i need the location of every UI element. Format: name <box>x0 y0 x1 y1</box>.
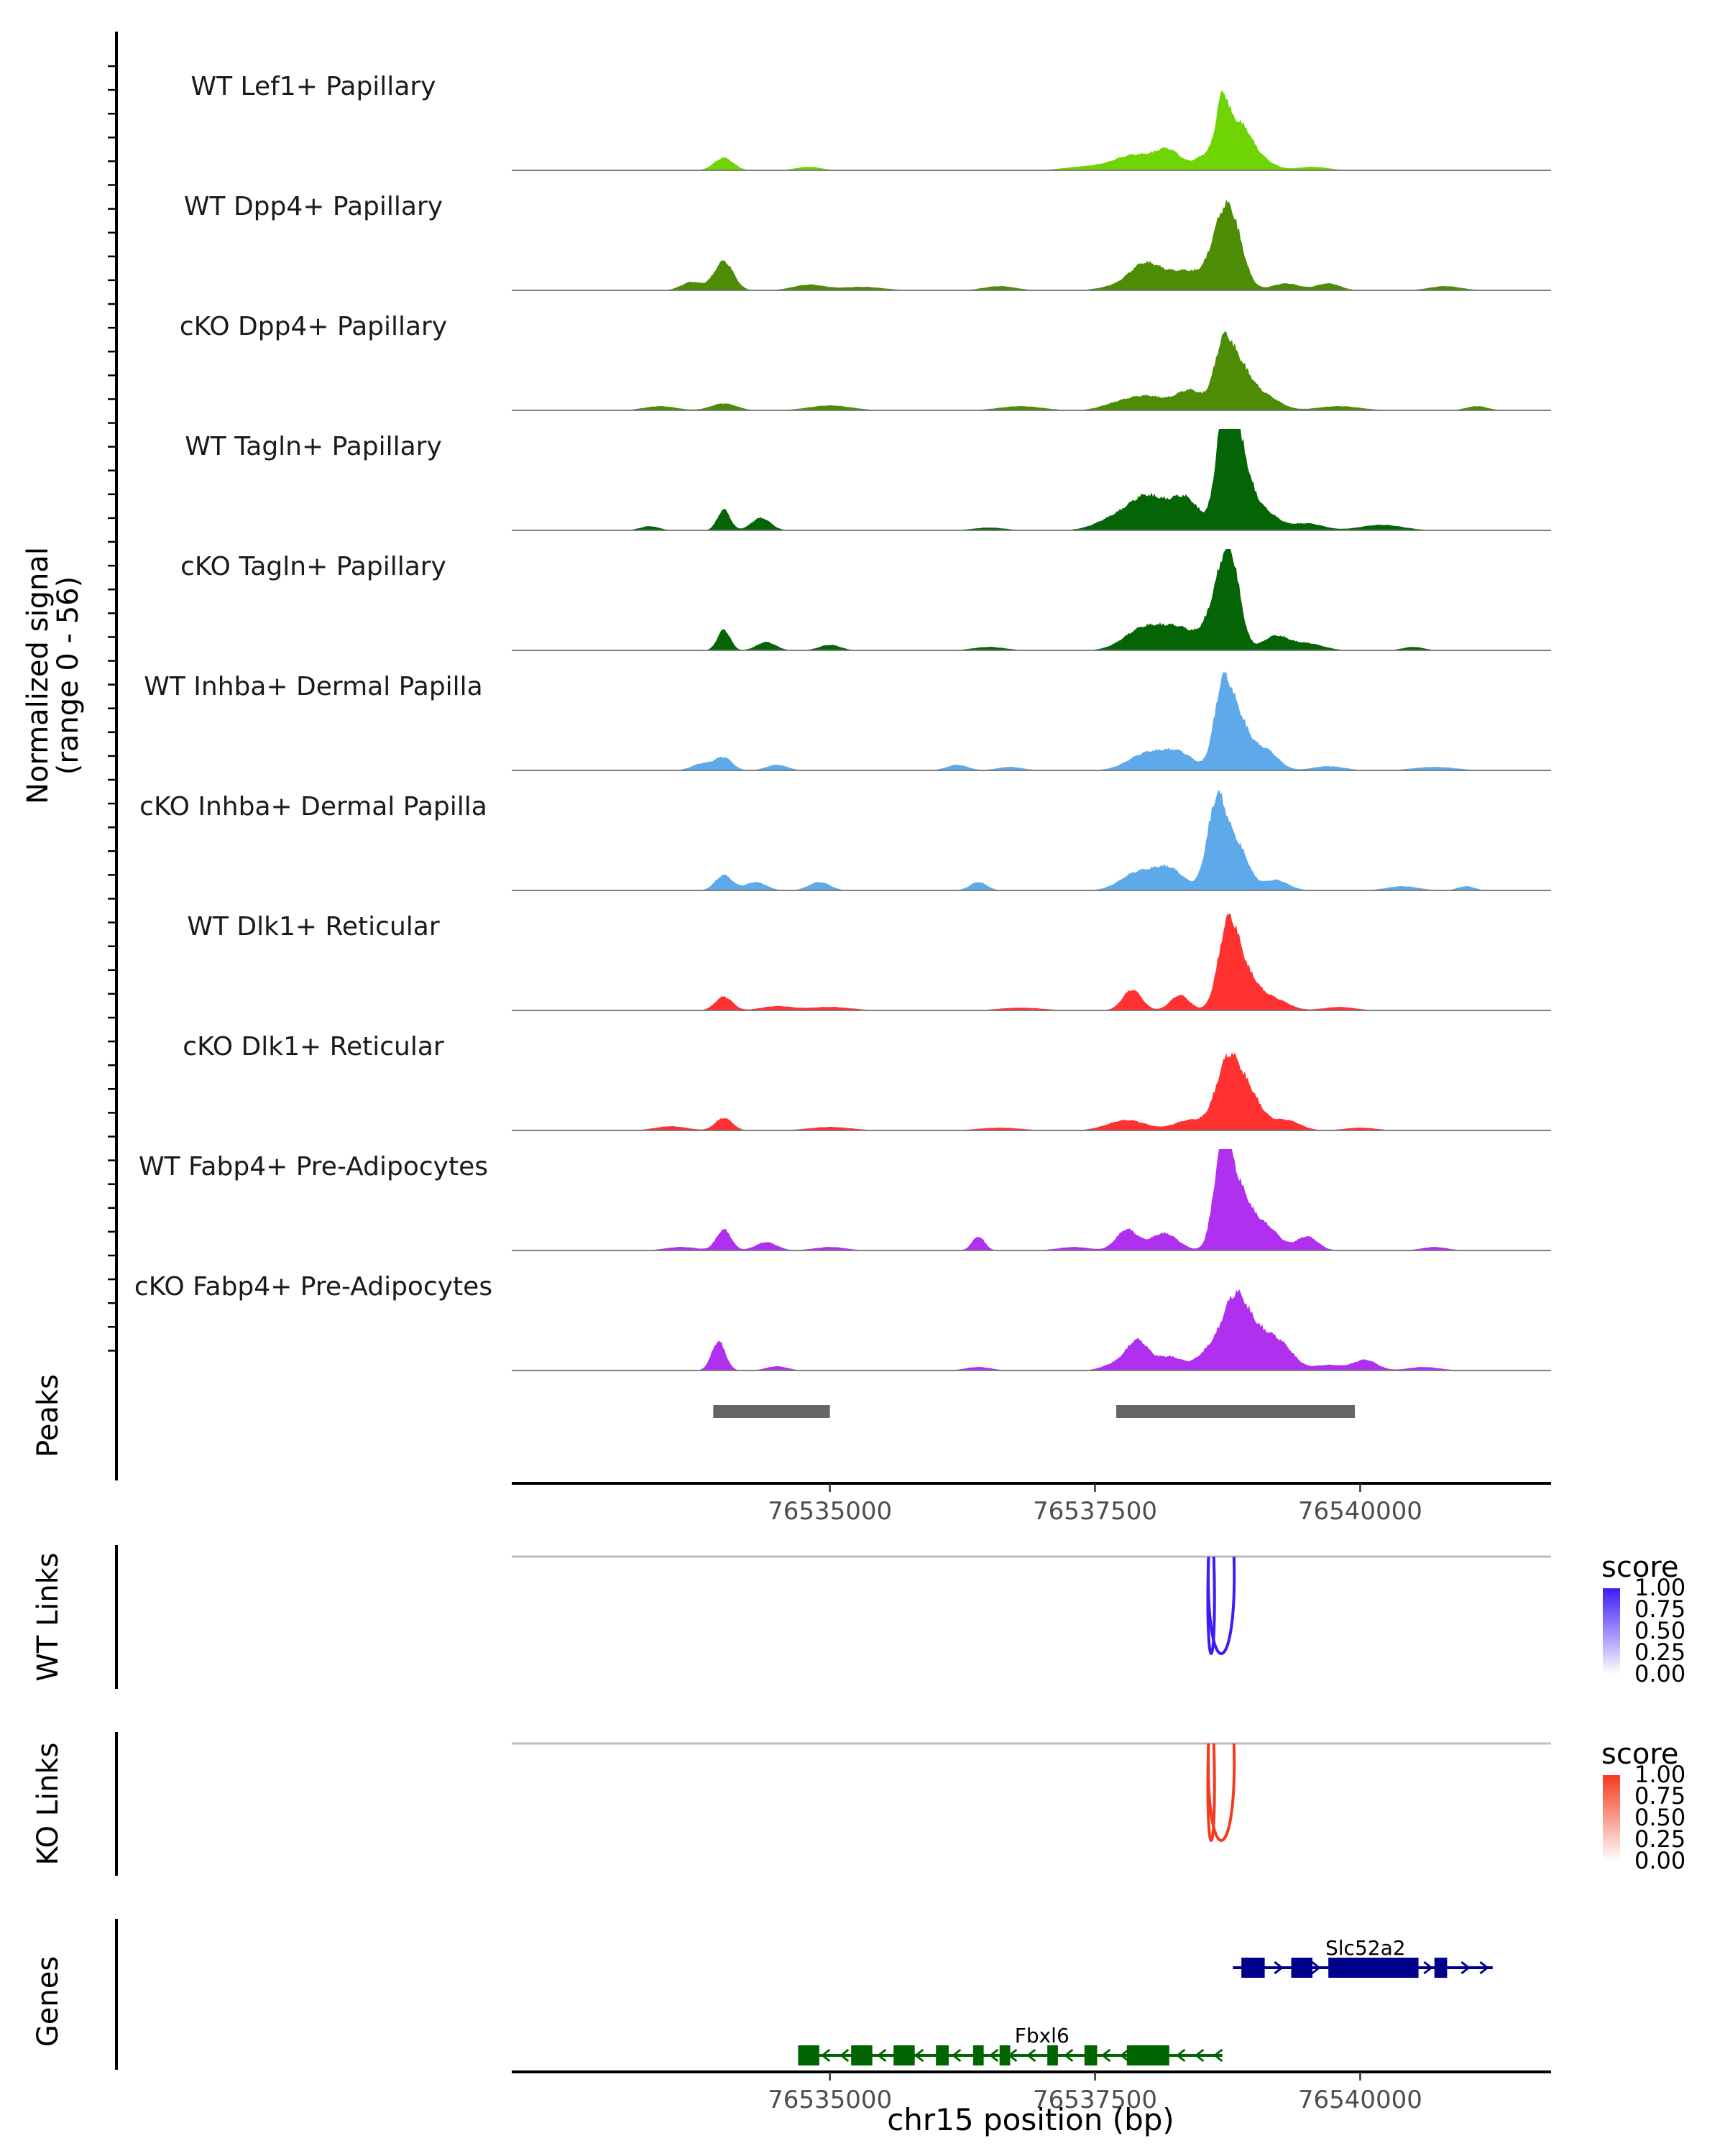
coverage-area-4 <box>512 429 1501 530</box>
x-axis-title: chr15 position (bp) <box>887 2102 1174 2137</box>
link-arc-2-2 <box>1207 1743 1236 1842</box>
links-legend-tick-1-4: 0.25 <box>1634 1639 1685 1666</box>
links-legend-tick-2-4: 0.25 <box>1634 1825 1685 1853</box>
coverage-track-label-10: WT Fabp4+ Pre-Adipocytes <box>139 1152 488 1181</box>
gene-strand-arrow-1 <box>1311 1961 1321 1975</box>
coverage-area-7 <box>512 789 1501 890</box>
gene-name-1: Slc52a2 <box>1325 1936 1406 1960</box>
gene-strand-arrow-2 <box>820 2048 831 2063</box>
coverage-area-9 <box>512 1052 1501 1130</box>
gene-strand-arrow-2 <box>1175 2048 1186 2063</box>
gene-strand-arrow-2 <box>1007 2048 1018 2063</box>
x-tick-label-2: 76537500 <box>1033 1497 1157 1526</box>
coverage-area-6 <box>512 671 1501 770</box>
genes-track-label: Genes <box>32 1956 65 2047</box>
links-legend-tick-2-5: 0.00 <box>1634 1847 1685 1874</box>
gene-exon-2-7 <box>1047 2045 1058 2065</box>
coverage-area-5 <box>512 549 1501 650</box>
gene-exon-2-3 <box>893 2045 915 2065</box>
links-track-label-1: WT Links <box>32 1552 65 1681</box>
links-legend-colorbar-2 <box>1603 1775 1620 1861</box>
coverage-area-3 <box>512 331 1501 410</box>
links-legend-tick-2-1: 1.00 <box>1634 1761 1685 1788</box>
coverage-track-label-6: WT Inhba+ Dermal Papilla <box>144 672 482 701</box>
gene-strand-arrow-2 <box>1026 2048 1036 2063</box>
links-legend-tick-2-3: 0.50 <box>1634 1804 1685 1831</box>
gene-strand-arrow-2 <box>876 2048 887 2063</box>
coverage-track-label-8: WT Dlk1+ Reticular <box>187 912 439 941</box>
gene-strand-arrow-2 <box>839 2048 850 2063</box>
peak-region-1 <box>713 1405 830 1418</box>
gene-exon-1-4 <box>1434 1958 1448 1978</box>
peaks-panel: Peaks <box>32 1351 1356 1480</box>
gene-strand-arrow-2 <box>951 2048 962 2063</box>
gene-strand-arrow-1 <box>1460 1961 1471 1975</box>
x-tick-label-1: 76535000 <box>768 2086 892 2114</box>
gene-strand-arrow-2 <box>988 2048 999 2063</box>
links-legend-tick-1-2: 0.75 <box>1634 1595 1685 1623</box>
x-tick-label-3: 76540000 <box>1298 2086 1422 2114</box>
links-legend-title-2: score <box>1601 1738 1678 1771</box>
links-legend-colorbar-1 <box>1603 1588 1620 1674</box>
links-legend-tick-2-2: 0.75 <box>1634 1782 1685 1810</box>
coverage-area-8 <box>512 913 1501 1010</box>
coverage-track-label-11: cKO Fabp4+ Pre-Adipocytes <box>134 1272 492 1302</box>
gene-exon-2-9 <box>1126 2045 1169 2065</box>
gene-strand-arrow-2 <box>914 2048 924 2063</box>
gene-exon-2-6 <box>999 2045 1011 2065</box>
gene-exon-1-2 <box>1291 1958 1313 1978</box>
links-track-label-2: KO Links <box>32 1743 65 1866</box>
peaks-track-label: Peaks <box>32 1374 65 1457</box>
coverage-track-label-4: WT Tagln+ Papillary <box>185 432 442 461</box>
x-tick-label-1: 76535000 <box>768 1497 892 1526</box>
coverage-track-label-1: WT Lef1+ Papillary <box>191 72 436 101</box>
coverage-area-10 <box>512 1149 1501 1250</box>
gene-exon-2-4 <box>936 2045 949 2065</box>
coverage-area-1 <box>512 89 1501 170</box>
coverage-track-label-9: cKO Dlk1+ Reticular <box>183 1032 444 1061</box>
links-legend-tick-1-3: 0.50 <box>1634 1617 1685 1644</box>
gene-strand-arrow-1 <box>1423 1961 1433 1975</box>
x-tick-label-2: 76537500 <box>1033 2086 1157 2114</box>
coverage-y-axis-title-line1: Normalized signal <box>22 547 55 804</box>
gene-strand-arrow-2 <box>1119 2048 1130 2063</box>
gene-strand-arrow-2 <box>1194 2048 1205 2063</box>
coverage-panel: WT Lef1+ Papillary WT Dpp4+ Papillary cKO … <box>108 32 1551 1372</box>
gene-strand-arrow-1 <box>1274 1961 1284 1975</box>
gene-strand-arrow-2 <box>1100 2048 1111 2063</box>
gene-exon-2-8 <box>1084 2045 1098 2065</box>
gene-exon-1-1 <box>1241 1958 1265 1978</box>
gene-exon-2-2 <box>851 2045 873 2065</box>
genes-panel: Genes Slc52a2 Fbxl6 <box>32 1919 1493 2070</box>
gene-exon-1-3 <box>1328 1958 1419 1978</box>
gene-name-2: Fbxl6 <box>1015 2024 1070 2047</box>
links-legend-tick-1-5: 0.00 <box>1634 1660 1685 1687</box>
gene-strand-arrow-2 <box>1213 2048 1223 2063</box>
coverage-track-label-7: cKO Inhba+ Dermal Papilla <box>139 792 487 821</box>
coverage-area-2 <box>512 199 1501 290</box>
gene-strand-arrow-2 <box>1063 2048 1074 2063</box>
link-arc-1-2 <box>1207 1556 1236 1655</box>
peak-region-2 <box>1116 1405 1356 1418</box>
gene-exon-2-1 <box>798 2045 819 2065</box>
gene-strand-arrow-1 <box>1479 1961 1489 1975</box>
gene-exon-2-5 <box>972 2045 984 2065</box>
links-legend-tick-1-1: 1.00 <box>1634 1574 1685 1601</box>
position-axis-lower: 76535000 76537500 76540000 <box>512 2070 1551 2114</box>
coverage-area-11 <box>512 1289 1501 1370</box>
coverage-track-label-3: cKO Dpp4+ Papillary <box>180 312 447 341</box>
coverage-track-label-2: WT Dpp4+ Papillary <box>184 192 443 221</box>
links-legend-title-1: score <box>1601 1551 1678 1584</box>
coverage-track-label-5: cKO Tagln+ Papillary <box>180 552 446 581</box>
position-axis-upper: 76535000 76537500 76540000 <box>512 1482 1551 1526</box>
x-tick-label-3: 76540000 <box>1298 1497 1422 1526</box>
coverage-y-axis-title-line2: (range 0 - 56) <box>52 576 85 775</box>
